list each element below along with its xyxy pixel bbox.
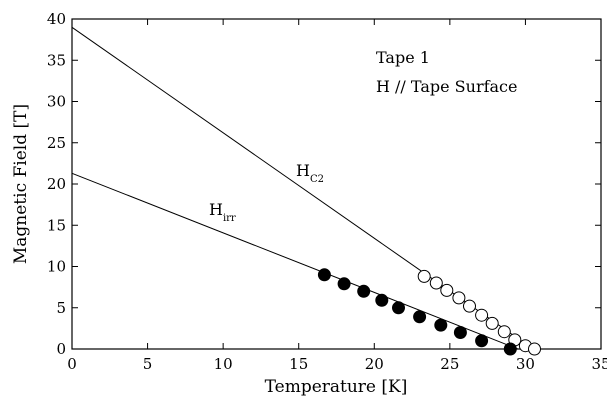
series-line-1 (71, 172, 519, 350)
hirr-label-sub: irr (223, 213, 236, 224)
x-tick-label: 5 (143, 355, 153, 373)
filled-marker (337, 277, 351, 291)
x-tick-label: 0 (67, 355, 77, 373)
hc2-label-sub: C2 (310, 174, 324, 185)
annotation-tape: Tape 1 (376, 48, 430, 67)
y-tick-label: 10 (47, 258, 66, 276)
open-marker (528, 342, 541, 356)
filled-marker (317, 268, 331, 282)
y-tick-label: 5 (56, 299, 66, 317)
filled-marker (375, 293, 389, 307)
y-tick-label: 20 (47, 175, 66, 193)
open-marker (475, 308, 489, 322)
filled-marker (392, 301, 405, 315)
x-tick-label: 30 (516, 355, 535, 373)
open-marker (463, 299, 476, 313)
open-marker (429, 276, 443, 290)
plot-frame (71, 18, 602, 350)
filled-marker (503, 342, 517, 356)
open-marker (440, 283, 454, 297)
filled-marker (413, 310, 427, 324)
y-tick-label: 25 (47, 134, 66, 152)
axis-ticks: 0 5 10 15 20 25 30 35 0 5 10 15 20 25 30 35 40 (47, 10, 607, 373)
open-marker (417, 269, 431, 283)
x-tick-label: 20 (365, 355, 384, 373)
filled-marker (357, 284, 371, 298)
x-tick-label: 10 (214, 355, 233, 373)
y-tick-label: 35 (47, 51, 66, 69)
filled-marker (475, 334, 489, 348)
hc2-label-main: H (296, 161, 310, 180)
y-tick-label: 30 (47, 93, 66, 111)
filled-marker (453, 326, 467, 339)
x-tick-label: 35 (591, 355, 607, 373)
y-axis-label: Magnetic Field [T] (11, 104, 31, 264)
filled-marker (434, 318, 448, 332)
x-axis-label: Temperature [K] (265, 377, 408, 397)
open-marker (497, 325, 511, 339)
series-markers (317, 268, 541, 356)
open-marker (485, 316, 499, 330)
hc2-label: HC2 (296, 161, 324, 185)
open-marker (452, 291, 466, 305)
y-tick-label: 0 (56, 340, 66, 358)
x-tick-label: 15 (289, 355, 308, 373)
hirr-label: Hirr (209, 200, 236, 224)
annotation-orientation: H // Tape Surface (376, 77, 517, 96)
y-tick-label: 15 (47, 216, 66, 234)
hirr-label-main: H (209, 200, 223, 219)
y-tick-label: 40 (47, 10, 66, 28)
x-tick-label: 25 (440, 355, 459, 373)
